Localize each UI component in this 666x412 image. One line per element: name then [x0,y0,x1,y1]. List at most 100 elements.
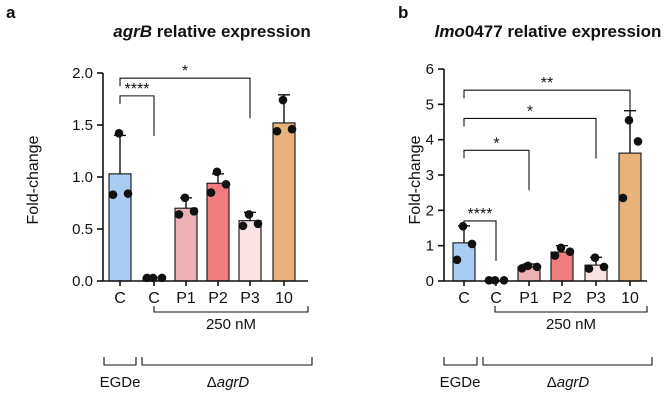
panel-b-bars [452,152,642,282]
panel-a-title-gene: agrB [113,22,152,41]
data-point [206,188,216,197]
y-tick-label: 2.0 [72,65,93,82]
panel-letter-b: b [398,3,408,22]
category-label: P3 [586,290,606,307]
data-point [174,210,184,219]
bar [272,122,296,282]
panel-b-mutant-label: ΔagrD [547,374,590,391]
y-tick-label: 1.0 [72,169,93,186]
panel-b-egde-bracket [443,357,478,366]
data-point [556,243,566,253]
significance-bracket [463,89,631,131]
y-tick-label: 3 [426,167,434,184]
panel-a-delta: Δ [207,374,217,391]
significance-label: ** [541,75,553,92]
panel-b-250nm-label: 250 nM [546,316,596,333]
category-label: C [458,290,470,307]
category-label: P3 [240,290,260,307]
data-point [108,190,118,199]
category-label: C [114,290,126,307]
panel-b-250nm-bracket [494,306,648,313]
significance-label: * [182,63,188,80]
panel-a-mutant-gene: agrD [217,374,250,391]
y-tick-label: 1 [426,238,434,255]
y-tick-label: 6 [426,61,434,78]
significance-bracket [119,77,251,119]
data-point [189,207,199,216]
data-point [618,193,628,203]
significance-label: * [493,135,499,152]
significance-bracket [119,95,155,136]
y-tick-label: 0.0 [72,273,93,290]
category-label: P1 [176,290,196,307]
panel-a-significance: ***** [119,63,251,136]
data-point [114,129,124,138]
significance-bracket [463,220,497,261]
category-label: C [490,290,502,307]
category-label: P2 [208,290,228,307]
category-label: 10 [275,290,293,307]
data-point [532,262,542,272]
panel-b-delta: Δ [547,374,557,391]
data-point [148,273,158,283]
panel-b-mutant-gene: agrD [557,374,590,391]
panel-b: b lmo0477 relative expression Fold-chang… [398,3,661,391]
significance-label: * [527,103,533,120]
data-point [633,137,643,146]
panel-b-mutant-bracket [482,357,653,366]
data-point [550,251,560,260]
panel-b-title: lmo0477 relative expression [435,22,662,41]
category-label: 10 [621,290,639,307]
panel-b-title-rest: 0477 relative expression [465,22,662,41]
y-tick-label: 1.5 [72,117,93,134]
significance-bracket [463,117,597,159]
category-label: P2 [552,290,572,307]
panel-a-title: agrB relative expression [113,22,311,41]
data-point [624,115,634,125]
bar [618,152,642,282]
data-point [584,264,594,273]
data-point [590,253,600,262]
panel-b-egde-label: EGDe [440,374,481,391]
panel-b-significance: ******** [463,75,631,261]
data-point [244,210,254,219]
data-point [142,273,152,283]
panel-a: a agrB relative expression Fold-change 0… [6,3,313,391]
panel-a-mutant-label: ΔagrD [207,374,250,391]
panel-a-egde-bracket [103,357,137,366]
panel-a-category-labels: C C P1 P2 P3 10 [114,281,293,307]
panel-a-y-ticks: 0.0 0.5 1.0 1.5 2.0 [72,65,103,290]
data-point [565,247,575,256]
significance-label: **** [125,81,150,98]
bar [174,207,198,282]
y-tick-label: 0.5 [72,221,93,238]
data-point [123,189,133,198]
panel-a-title-rest: relative expression [152,22,311,41]
category-label: P1 [519,290,539,307]
bar [206,182,230,282]
y-tick-label: 4 [426,132,434,149]
data-point [221,179,231,189]
data-point [272,126,282,136]
panel-a-points [108,95,297,283]
data-point [212,167,222,177]
panel-a-bars [108,122,296,282]
panel-b-y-axis-label: Fold-change [407,135,424,224]
data-point [458,221,468,231]
panel-a-error-bars [114,94,290,221]
y-tick-label: 5 [426,96,434,113]
panel-a-250nm-bracket [153,306,309,313]
data-point [278,95,288,105]
data-point [253,219,263,229]
panel-a-egde-label: EGDe [100,374,141,391]
y-tick-label: 0 [426,273,434,290]
panel-a-250nm-label: 250 nM [206,316,256,333]
data-point [238,221,248,231]
data-point [452,255,462,265]
category-label: C [148,290,160,307]
panel-b-category-labels: C C P1 P2 P3 10 [458,281,639,307]
panel-b-error-bars [458,109,636,267]
panel-a-y-axis-label: Fold-change [25,135,42,224]
data-point [517,263,527,273]
